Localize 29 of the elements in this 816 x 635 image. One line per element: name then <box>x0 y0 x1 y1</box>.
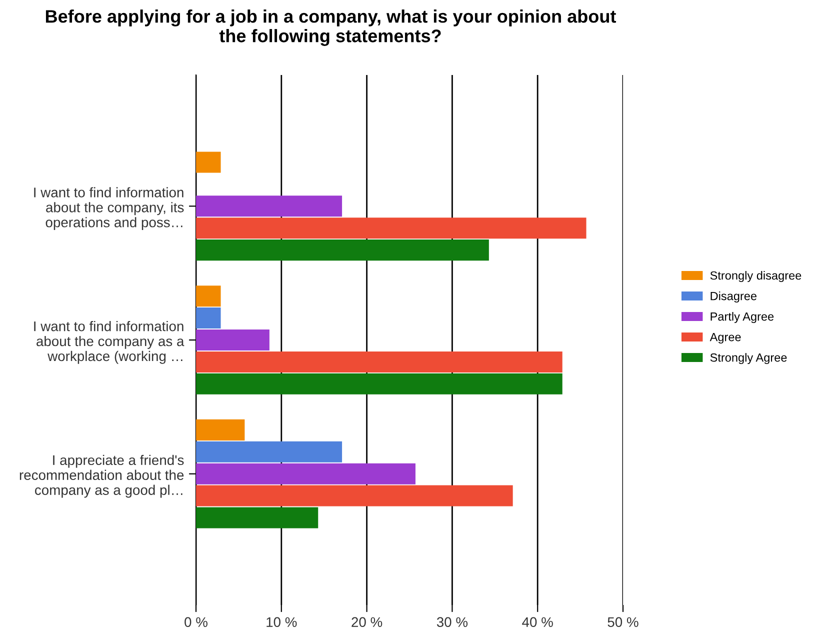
bar <box>196 286 221 307</box>
x-tick-label: 0 % <box>184 617 208 628</box>
x-tick-label: 50 % <box>608 617 638 628</box>
bar <box>196 218 586 239</box>
y-tick-label: I appreciate a friend's recommendation about the company as a good pl… <box>20 454 184 498</box>
y-tick-label: I want to find information about the company as a workplace (working … <box>34 321 184 364</box>
legend-label: Agree <box>710 332 741 344</box>
bar <box>196 196 342 217</box>
bar <box>196 485 513 506</box>
bar <box>196 373 562 394</box>
bar <box>196 419 245 440</box>
bar <box>196 351 562 372</box>
legend-label: Strongly Agree <box>710 353 787 364</box>
x-tick-label: 40 % <box>522 617 553 628</box>
legend-label: Disagree <box>710 292 757 303</box>
bar <box>196 308 221 329</box>
bar <box>196 463 416 484</box>
x-tick-label: 30 % <box>436 617 468 628</box>
legend-label: Strongly disagree <box>710 271 802 282</box>
x-tick-label: 20 % <box>352 617 382 628</box>
y-tick-label: I want to find information about the company, its operations and poss… <box>34 187 184 230</box>
bar <box>196 240 489 261</box>
bar <box>196 441 342 462</box>
bar <box>196 507 318 528</box>
legend-label: Partly Agree <box>710 312 774 324</box>
bar <box>196 152 221 173</box>
chart-title: Before applying for a job in a company, what is your opinion about the following statements? <box>46 10 616 46</box>
x-tick-label: 10 % <box>266 617 297 628</box>
bar <box>196 329 270 351</box>
